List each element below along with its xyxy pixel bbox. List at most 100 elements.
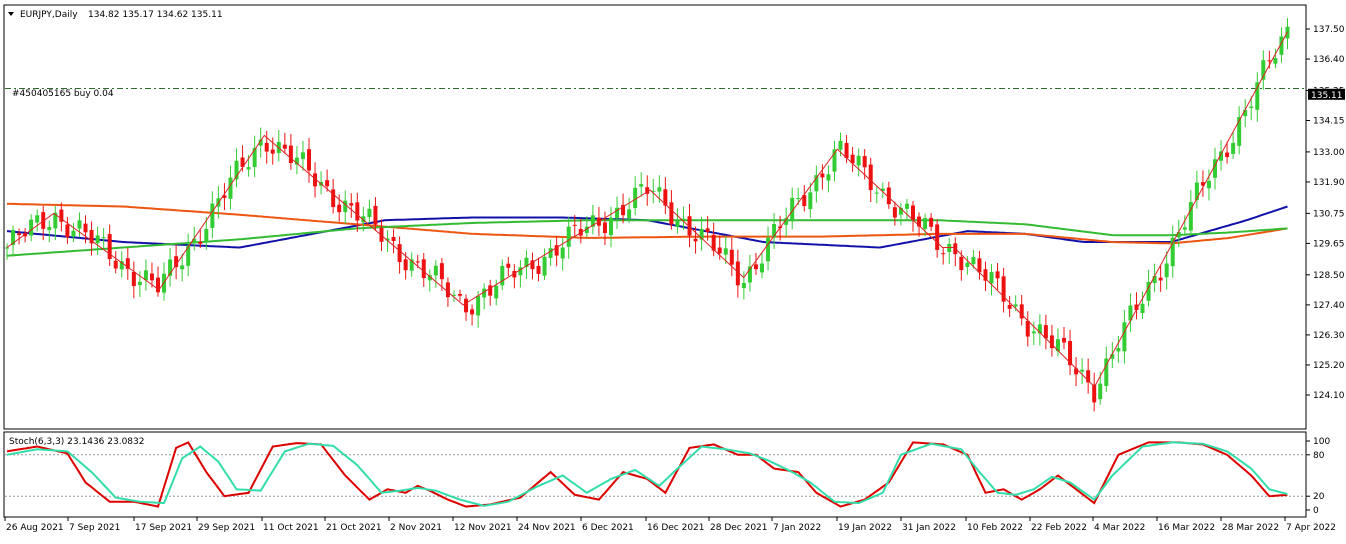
price-tick-label: 128.50 bbox=[1313, 271, 1345, 281]
candle-body bbox=[59, 209, 64, 222]
candle-body bbox=[832, 149, 837, 172]
candle-body bbox=[1122, 322, 1127, 352]
candle-body bbox=[566, 226, 571, 247]
time-tick-label: 26 Aug 2021 bbox=[6, 523, 64, 533]
candle-body bbox=[1158, 277, 1163, 281]
candle-body bbox=[65, 224, 70, 238]
candle-body bbox=[500, 265, 505, 286]
candle-body bbox=[615, 207, 620, 219]
price-tick-label: 136.40 bbox=[1313, 55, 1345, 65]
candle-body bbox=[1068, 341, 1073, 366]
candle-body bbox=[911, 205, 915, 220]
stoch-panel-frame bbox=[3, 431, 1307, 518]
candle-body bbox=[1225, 152, 1230, 157]
candle-body bbox=[174, 256, 179, 268]
time-tick-label: 19 Jan 2022 bbox=[838, 523, 892, 533]
candle-body bbox=[1231, 142, 1236, 154]
time-tick-label: 29 Sep 2021 bbox=[198, 523, 255, 533]
candle-body bbox=[675, 220, 680, 227]
price-tick-label: 133.00 bbox=[1313, 148, 1345, 158]
candle-body bbox=[1092, 384, 1097, 403]
candle-body bbox=[874, 192, 879, 194]
candle-body bbox=[941, 253, 946, 255]
stoch-axis: 100 80 20 0 bbox=[1306, 437, 1330, 516]
candle-body bbox=[772, 223, 777, 238]
candle-body bbox=[814, 175, 819, 192]
candle-body bbox=[518, 267, 523, 276]
candle-body bbox=[101, 237, 106, 239]
candle-body bbox=[168, 259, 173, 276]
time-tick-label: 21 Oct 2021 bbox=[326, 523, 382, 533]
candle-body bbox=[29, 219, 34, 236]
stoch-tick-label: 0 bbox=[1313, 506, 1319, 516]
price-tick-label: 137.50 bbox=[1313, 25, 1345, 35]
candle-body bbox=[373, 205, 378, 225]
candle-body bbox=[711, 234, 716, 251]
candle-body bbox=[421, 259, 426, 279]
time-tick-label: 12 Nov 2021 bbox=[454, 523, 512, 533]
candle-body bbox=[458, 293, 462, 296]
candle-body bbox=[862, 156, 867, 168]
candle-body bbox=[1237, 116, 1242, 146]
candle-body bbox=[1110, 354, 1115, 359]
candle-body bbox=[71, 230, 76, 237]
candle-body bbox=[977, 258, 982, 273]
candle-body bbox=[464, 298, 469, 313]
candle-body bbox=[1188, 202, 1193, 231]
candle-body bbox=[403, 259, 408, 271]
current-price-marker bbox=[1308, 88, 1345, 100]
candle-body bbox=[1261, 60, 1266, 80]
time-tick-label: 7 Jan 2022 bbox=[773, 523, 821, 533]
ohlc-values: 134.82 135.17 134.62 135.11 bbox=[88, 10, 223, 20]
candle-body bbox=[1249, 106, 1254, 109]
price-tick-label: 126.30 bbox=[1313, 331, 1345, 341]
candle-body bbox=[929, 217, 934, 227]
candle-body bbox=[288, 145, 293, 164]
candle-body bbox=[1273, 58, 1278, 64]
candle-body bbox=[198, 241, 203, 244]
time-tick-label: 16 Mar 2022 bbox=[1158, 523, 1215, 533]
ma-line-MA-green bbox=[6, 219, 1288, 257]
candle-body bbox=[880, 188, 885, 192]
time-tick-label: 6 Dec 2021 bbox=[582, 523, 634, 533]
time-tick-label: 16 Dec 2021 bbox=[647, 523, 705, 533]
candle-body bbox=[1176, 231, 1181, 238]
candle-body bbox=[923, 218, 928, 229]
candle-body bbox=[1140, 303, 1145, 313]
candle-body bbox=[1146, 282, 1151, 301]
moving-averages bbox=[6, 202, 1288, 257]
candle-body bbox=[753, 264, 758, 270]
candle-body bbox=[125, 258, 130, 269]
candle-body bbox=[693, 238, 698, 242]
candle-body bbox=[868, 164, 873, 191]
candle-body bbox=[735, 261, 740, 286]
candle-body bbox=[838, 140, 843, 150]
candle-body bbox=[415, 261, 420, 263]
candle-body bbox=[143, 270, 148, 281]
price-tick-label: 124.10 bbox=[1313, 391, 1345, 401]
candle-body bbox=[506, 263, 511, 268]
candle-body bbox=[385, 238, 390, 241]
time-tick-label: 10 Feb 2022 bbox=[967, 523, 1023, 533]
candle-body bbox=[95, 235, 100, 244]
candle-body bbox=[808, 192, 813, 210]
candle-body bbox=[536, 265, 541, 275]
candle-body bbox=[300, 152, 305, 159]
candle-body bbox=[391, 237, 396, 242]
candle-body bbox=[627, 209, 632, 219]
candle-body bbox=[439, 263, 444, 280]
stoch-tick-label: 20 bbox=[1313, 492, 1325, 502]
candle-body bbox=[687, 216, 692, 236]
candle-body bbox=[89, 229, 94, 244]
candle-body bbox=[294, 157, 299, 165]
candle-body bbox=[1182, 227, 1187, 230]
candle-body bbox=[1279, 36, 1284, 55]
candle-body bbox=[270, 149, 275, 154]
candle-body bbox=[669, 202, 674, 225]
collapse-triangle-icon[interactable] bbox=[8, 12, 14, 16]
candle-body bbox=[766, 237, 771, 262]
candle-body bbox=[1086, 370, 1091, 383]
candle-body bbox=[802, 195, 807, 207]
candle-body bbox=[107, 233, 112, 260]
